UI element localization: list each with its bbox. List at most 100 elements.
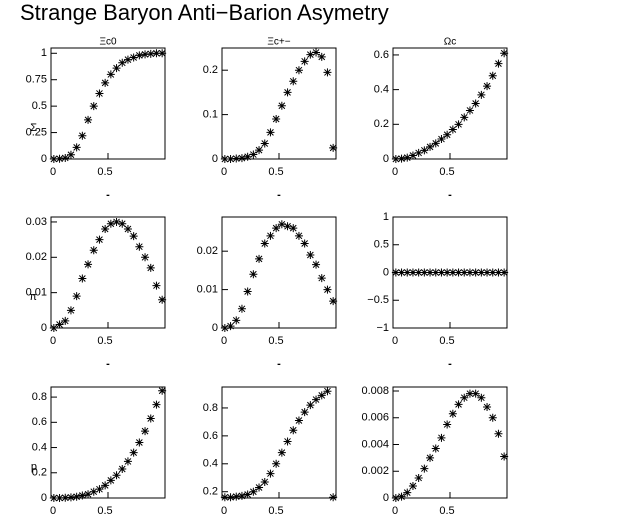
point [66,306,75,315]
point [249,487,258,496]
point [312,48,321,57]
point [477,90,486,99]
point [454,120,463,129]
point [89,102,98,111]
point [403,268,412,277]
point [323,285,332,294]
point [483,403,492,412]
y-tick-label: 0 [41,153,47,165]
y-tick-label: 0 [212,322,218,334]
point [500,268,509,277]
point [146,414,155,423]
point [294,416,303,425]
point [397,268,406,277]
y-tick-label: 0.002 [361,465,389,477]
y-axis-label: p [31,461,37,473]
point [220,493,229,502]
point [289,426,298,435]
y-tick-label: 0 [41,322,47,334]
point [300,408,309,417]
x-axis-label: - [277,358,281,370]
x-tick-label: 0 [50,335,56,347]
x-tick-label: 0 [392,166,398,178]
point [141,253,150,262]
point [465,106,474,115]
y-tick-label: 0.6 [203,430,218,442]
point [55,154,64,163]
point [232,316,241,325]
y-tick-label: 0.6 [374,49,389,61]
y-tick-label: 1 [41,47,47,59]
point [255,254,264,263]
y-tick-label: 0.008 [361,385,389,397]
point [129,53,138,62]
point [283,88,292,97]
point [477,268,486,277]
point [249,150,258,159]
y-tick-label: 0.4 [374,84,389,96]
point [277,101,286,110]
point [426,453,435,462]
panel-title: Ξc0 [99,37,116,48]
point [500,49,509,58]
point [448,409,457,418]
y-tick-label: 0 [212,153,218,165]
point [260,477,269,486]
x-tick-label: 0.5 [97,335,112,347]
point [391,155,400,163]
point [260,139,269,148]
y-tick-label: 0.4 [32,441,47,453]
point [294,231,303,240]
y-tick-label: 0 [41,492,47,504]
point [158,49,167,58]
figure-title: Strange Baryon Anti−Barion Asymetry [20,0,389,25]
point [266,469,275,478]
y-tick-label: 1 [383,211,389,223]
point [55,320,64,329]
point [437,268,446,277]
point [300,57,309,66]
point [243,152,252,161]
point [460,113,469,122]
x-tick-label: 0.5 [97,166,112,178]
y-tick-label: 0.03 [26,216,47,228]
x-axis-label: - [106,358,110,370]
point [49,155,58,163]
point [414,148,423,157]
point [408,151,417,160]
point [72,292,81,301]
x-tick-label: 0 [221,505,227,517]
point [494,59,503,68]
point [312,395,321,404]
point [72,492,81,501]
x-axis-label: - [448,358,452,370]
x-tick-label: 0 [221,166,227,178]
y-tick-label: 0.02 [197,245,218,257]
x-tick-label: 0.5 [268,335,283,347]
point [306,401,315,410]
point [454,268,463,277]
point [294,66,303,75]
x-tick-label: 0 [50,505,56,517]
point [437,135,446,144]
point [220,324,229,332]
point [283,222,292,231]
point [226,322,235,331]
point [408,268,417,277]
x-axis-label: - [448,189,452,201]
x-tick-label: 0.5 [268,166,283,178]
point [397,154,406,163]
point [95,235,104,244]
point [306,50,315,59]
point [488,71,497,80]
y-tick-label: 0.2 [203,64,218,76]
point [443,268,452,277]
point [158,295,167,304]
point [78,274,87,283]
point [158,386,167,395]
panel-title: Ωc [444,37,456,48]
point [152,281,161,290]
point [95,89,104,98]
point [255,483,264,492]
point [329,493,338,502]
